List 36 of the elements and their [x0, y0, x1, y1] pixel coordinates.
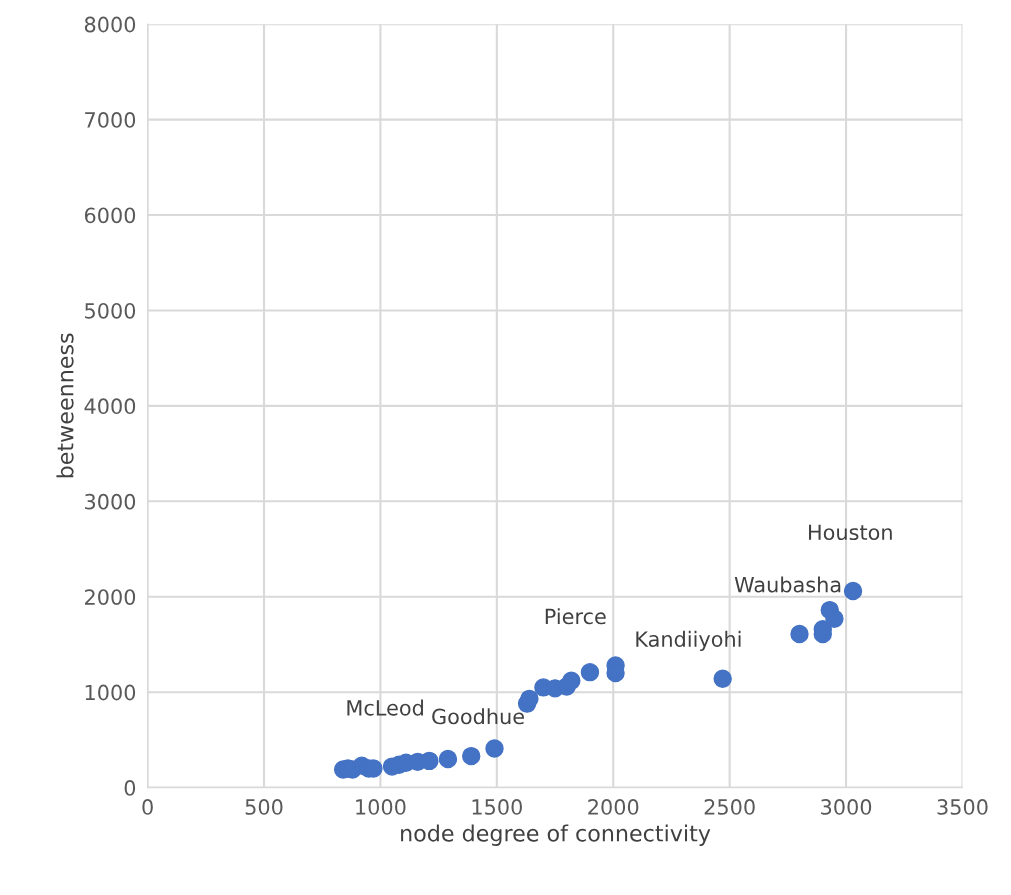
- x-tick-label: 3000: [821, 799, 872, 815]
- point: [485, 739, 504, 758]
- y-tick-label: 0: [124, 780, 136, 796]
- point: [580, 662, 600, 682]
- y-tick-label: 7000: [85, 112, 136, 128]
- annotation: Goodhue: [432, 708, 524, 725]
- annotation: Kandiiyohi: [636, 630, 741, 651]
- point: [843, 581, 863, 601]
- point: [713, 669, 732, 689]
- annotation: Houston: [809, 524, 892, 541]
- x-tick-label: 2000: [588, 799, 639, 815]
- point: [825, 609, 844, 628]
- y-tick-label: 4000: [84, 398, 136, 415]
- point: [562, 671, 581, 690]
- point: [520, 689, 539, 709]
- y-tick-label: 2000: [85, 589, 136, 605]
- y-tick-label: 6000: [84, 207, 136, 224]
- annotation: Pierce: [545, 608, 606, 625]
- x-tick-label: 1000: [356, 799, 406, 815]
- y-tick-label: 5000: [85, 302, 136, 319]
- y-tick-label: 8000: [84, 16, 136, 33]
- point: [790, 624, 809, 644]
- annotation: McLeod: [347, 699, 423, 716]
- x-tick-label: 1500: [472, 799, 522, 815]
- x-tick-label: 0: [142, 799, 153, 815]
- x-tick-label: 3500: [937, 799, 988, 815]
- x-tick-label: 2500: [704, 799, 755, 815]
- x-axis-title: node degree of connectivity: [401, 824, 711, 846]
- point: [438, 749, 458, 769]
- y-tick-label: 3000: [85, 493, 136, 510]
- y-tick-label: 1000: [85, 684, 136, 701]
- x-tick-label: 500: [245, 799, 283, 815]
- point: [462, 746, 481, 766]
- annotation: Waubasha: [734, 576, 841, 593]
- point: [420, 751, 439, 771]
- y-axis-title: betweenness: [56, 333, 74, 478]
